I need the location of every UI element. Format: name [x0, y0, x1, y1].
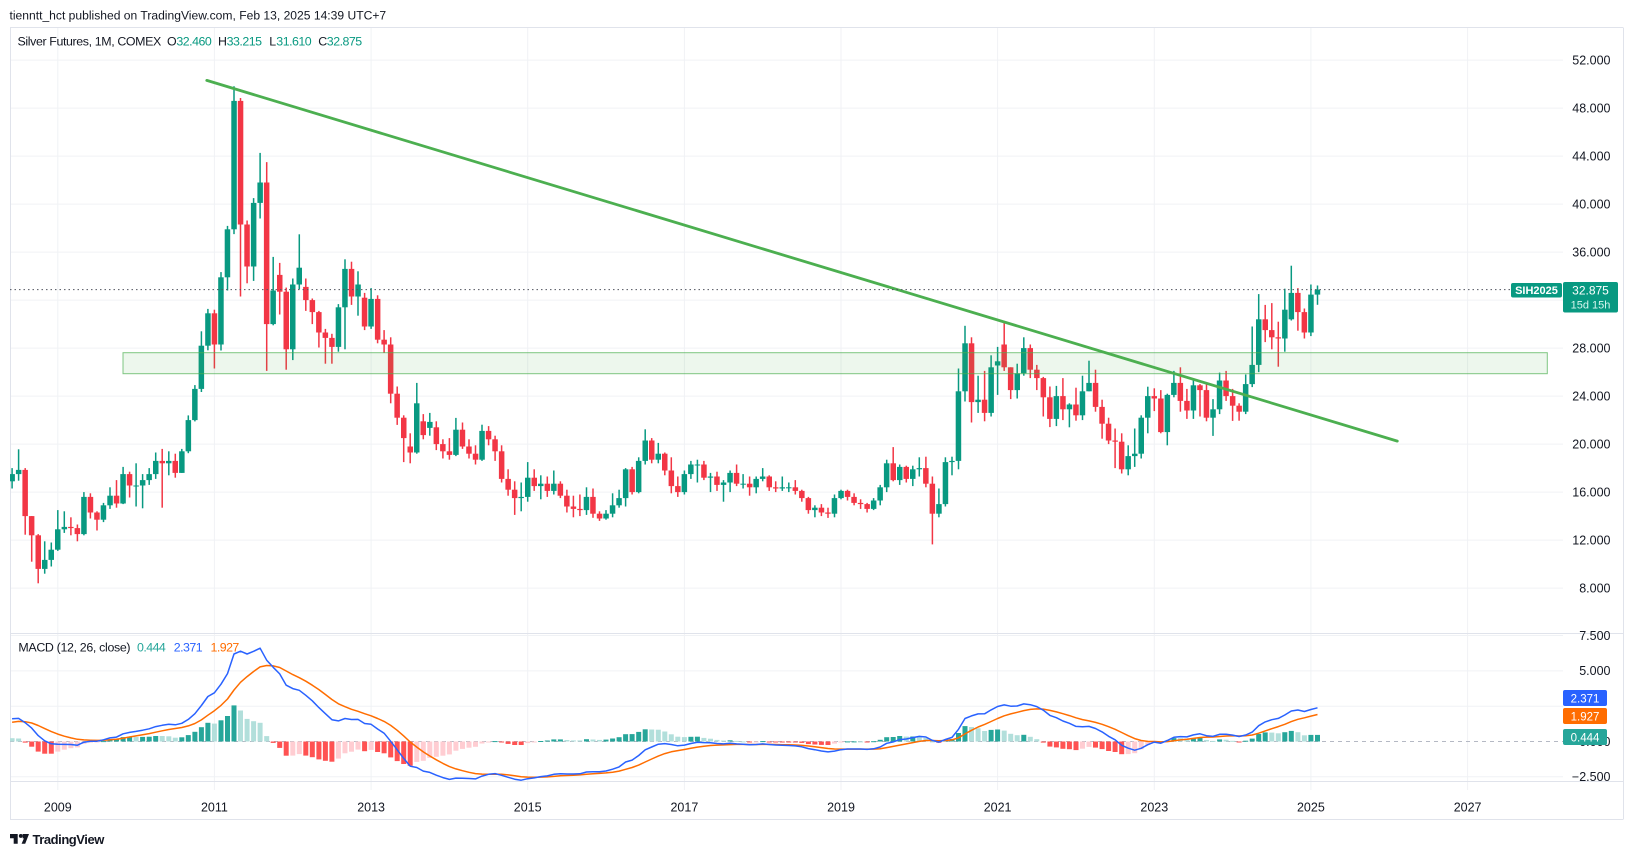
svg-text:48.000: 48.000 [1572, 101, 1610, 115]
svg-text:MACD (12, 26, close): MACD (12, 26, close) [18, 641, 130, 655]
svg-text:16.000: 16.000 [1572, 485, 1610, 499]
svg-text:TradingView: TradingView [33, 832, 106, 847]
svg-text:31.610: 31.610 [276, 35, 312, 49]
svg-text:33.215: 33.215 [227, 35, 263, 49]
svg-text:2011: 2011 [201, 801, 228, 815]
svg-text:28.000: 28.000 [1572, 341, 1610, 355]
svg-text:24.000: 24.000 [1572, 389, 1610, 403]
svg-text:2.371: 2.371 [174, 641, 203, 655]
svg-text:O: O [167, 35, 177, 49]
svg-text:15d 15h: 15d 15h [1571, 299, 1611, 311]
svg-text:0.444: 0.444 [1571, 732, 1600, 744]
svg-text:2009: 2009 [44, 801, 72, 815]
svg-text:7.500: 7.500 [1579, 629, 1610, 643]
svg-text:tienntt_hct published on Tradi: tienntt_hct published on TradingView.com… [10, 9, 387, 23]
svg-text:5.000: 5.000 [1579, 664, 1610, 678]
svg-text:8.000: 8.000 [1579, 581, 1610, 595]
svg-text:2023: 2023 [1140, 801, 1168, 815]
svg-text:36.000: 36.000 [1572, 245, 1610, 259]
svg-text:2027: 2027 [1454, 801, 1482, 815]
svg-text:H: H [218, 35, 226, 49]
svg-text:20.000: 20.000 [1572, 437, 1610, 451]
svg-text:0.444: 0.444 [137, 641, 166, 655]
svg-text:2.371: 2.371 [1571, 693, 1600, 705]
svg-text:Silver Futures, 1M, COMEX: Silver Futures, 1M, COMEX [18, 35, 161, 49]
svg-text:1.927: 1.927 [1571, 711, 1600, 723]
svg-text:C: C [318, 35, 327, 49]
svg-text:2019: 2019 [827, 801, 855, 815]
svg-text:−2.500: −2.500 [1572, 770, 1611, 784]
svg-text:44.000: 44.000 [1572, 149, 1610, 163]
svg-text:40.000: 40.000 [1572, 197, 1610, 211]
svg-text:32.460: 32.460 [176, 35, 212, 49]
svg-text:2025: 2025 [1297, 801, 1325, 815]
svg-text:L: L [269, 35, 276, 49]
svg-text:32.875: 32.875 [327, 35, 363, 49]
svg-text:2021: 2021 [984, 801, 1012, 815]
svg-text:SIH2025: SIH2025 [1515, 285, 1558, 297]
svg-text:1.927: 1.927 [211, 641, 240, 655]
svg-text:32.875: 32.875 [1572, 283, 1609, 297]
svg-text:2013: 2013 [357, 801, 385, 815]
svg-text:12.000: 12.000 [1572, 533, 1610, 547]
svg-text:2017: 2017 [670, 801, 698, 815]
svg-text:2015: 2015 [514, 801, 542, 815]
svg-text:52.000: 52.000 [1572, 53, 1610, 67]
